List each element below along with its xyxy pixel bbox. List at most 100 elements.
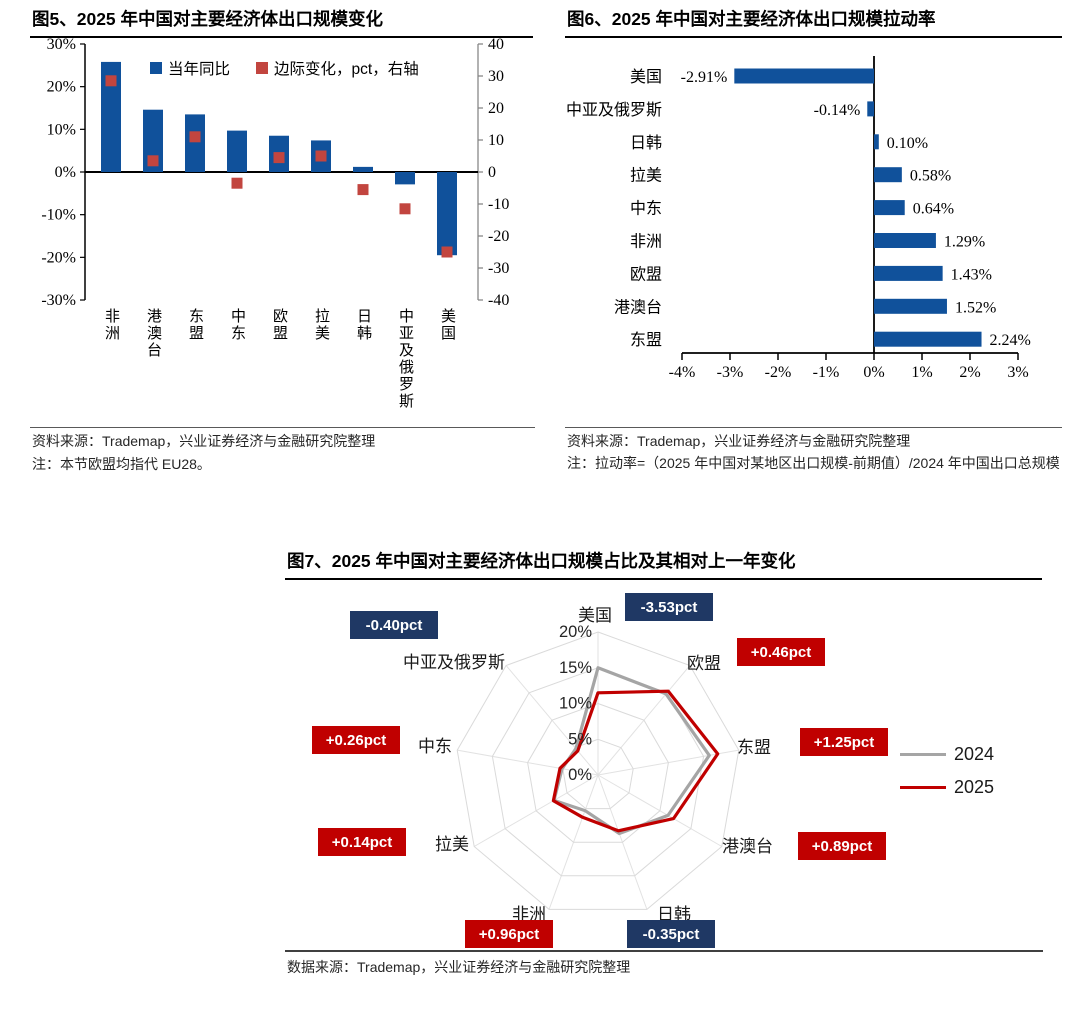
figure5-note: 注：本节欧盟均指代 EU28。 <box>32 456 211 472</box>
fig6-bar-东盟 <box>874 331 982 347</box>
fig7-badge-中东: +0.26pct <box>312 726 400 754</box>
fig7-badge-欧盟: +0.46pct <box>737 638 825 666</box>
legend-line-2025 <box>900 785 946 790</box>
figure6-title: 图6、2025 年中国对主要经济体出口规模拉动率 <box>567 9 936 29</box>
fig6-category-非洲: 非洲 <box>630 233 662 251</box>
figure5-title: 图5、2025 年中国对主要经济体出口规模变化 <box>32 9 384 29</box>
fig5-marker-日韩 <box>357 184 369 196</box>
fig6-x-tick-label: -4% <box>669 364 696 381</box>
fig7-badge-港澳台: +0.89pct <box>798 832 886 860</box>
fig5-bar-东盟 <box>185 114 205 172</box>
figure7-title-rule <box>285 578 1042 580</box>
fig7-axis-label-拉美: 拉美 <box>435 835 469 854</box>
fig6-bar-中东 <box>874 200 905 216</box>
figure6-source-rule <box>565 427 1062 428</box>
fig6-value-label: 2.24% <box>990 332 1031 349</box>
fig5-legend-swatch-icon <box>150 62 162 74</box>
fig5-right-tick-label: -10 <box>488 196 509 213</box>
fig7-ring-label-5%: 5% <box>568 730 592 748</box>
fig7-ring-15 <box>491 667 705 877</box>
fig6-category-美国: 美国 <box>630 68 662 86</box>
fig5-marker-拉美 <box>315 150 327 162</box>
fig5-category-中东: 中东 <box>229 308 245 342</box>
fig5-marker-非洲 <box>105 75 117 87</box>
fig5-marker-中东 <box>231 177 243 189</box>
fig6-bar-日韩 <box>874 134 879 150</box>
fig7-axis-label-日韩: 日韩 <box>657 905 691 924</box>
fig7-axis-label-港澳台: 港澳台 <box>722 837 773 856</box>
fig6-value-label: 0.64% <box>913 201 954 218</box>
figure7-legend-2024: 2024 <box>900 744 994 765</box>
fig6-x-tick-label: 0% <box>863 364 884 381</box>
fig5-marker-港澳台 <box>147 155 159 167</box>
figure7-source-rule <box>285 950 1043 952</box>
fig7-badge-美国: -3.53pct <box>625 593 713 621</box>
fig6-x-tick-label: -2% <box>765 364 792 381</box>
fig6-bar-拉美 <box>874 167 902 183</box>
fig5-category-拉美: 拉美 <box>313 308 329 342</box>
fig5-category-中亚及俄罗斯: 中亚及俄罗斯 <box>397 308 413 410</box>
fig6-value-label: -0.14% <box>814 102 861 119</box>
figure5-title-rule <box>30 36 533 38</box>
fig6-bar-中亚及俄罗斯 <box>867 101 874 117</box>
fig5-right-tick-label: -40 <box>488 292 509 309</box>
fig6-category-欧盟: 欧盟 <box>630 265 662 283</box>
fig5-legend-label: 边际变化，pct，右轴 <box>274 61 419 78</box>
fig5-bar-美国 <box>437 172 457 256</box>
fig6-category-日韩: 日韩 <box>630 134 662 152</box>
fig7-ring-label-15%: 15% <box>559 659 592 677</box>
fig5-left-tick-label: 30% <box>47 36 76 53</box>
fig5-marker-欧盟 <box>273 152 285 164</box>
fig6-bar-非洲 <box>874 233 936 248</box>
fig7-axis-label-中亚及俄罗斯: 中亚及俄罗斯 <box>403 653 505 672</box>
fig5-bar-日韩 <box>353 166 373 172</box>
fig5-right-tick-label: 10 <box>488 132 504 149</box>
fig7-ring-label-0%: 0% <box>568 766 592 784</box>
fig5-legend-swatch-icon <box>256 62 269 74</box>
fig6-value-label: 1.29% <box>944 234 985 251</box>
fig7-ring-label-10%: 10% <box>559 695 592 713</box>
fig6-category-东盟: 东盟 <box>630 331 662 349</box>
legend-label-2024: 2024 <box>954 744 995 764</box>
fig7-ring-label-20%: 20% <box>559 623 592 641</box>
fig5-bar-中东 <box>227 130 247 172</box>
fig5-left-tick-label: -20% <box>41 249 76 266</box>
fig5-left-tick-label: 20% <box>47 79 76 96</box>
fig5-bar-中亚及俄罗斯 <box>395 172 415 185</box>
fig7-ring-20 <box>456 631 740 910</box>
fig6-category-中亚及俄罗斯: 中亚及俄罗斯 <box>566 101 662 119</box>
fig5-legend-item-1: 边际变化，pct，右轴 <box>256 57 419 79</box>
fig5-left-tick-label: 0% <box>55 164 76 181</box>
figure7-radar-chart: 20% 15% 10% 5% 0% <box>456 623 740 910</box>
fig5-marker-美国 <box>441 246 453 258</box>
fig5-legend-label: 当年同比 <box>168 61 231 78</box>
fig5-legend-item-0: 当年同比 <box>150 57 230 79</box>
fig5-category-非洲: 非洲 <box>103 308 119 342</box>
fig5-category-港澳台: 港澳台 <box>145 308 161 359</box>
fig6-value-label: 0.10% <box>887 135 928 152</box>
fig5-marker-中亚及俄罗斯 <box>399 203 411 215</box>
fig5-right-tick-label: 0 <box>488 164 496 181</box>
fig7-axis-label-美国: 美国 <box>578 606 612 625</box>
fig7-badge-中亚及俄罗斯: -0.40pct <box>350 611 438 639</box>
figure6-source: 资料来源：Trademap，兴业证券经济与金融研究院整理 <box>567 433 911 449</box>
fig5-left-tick-label: -10% <box>41 207 76 224</box>
legend-label-2025: 2025 <box>954 777 995 797</box>
fig5-bar-非洲 <box>101 61 121 172</box>
figure7-title: 图7、2025 年中国对主要经济体出口规模占比及其相对上一年变化 <box>287 551 796 571</box>
fig5-category-日韩: 日韩 <box>355 308 371 342</box>
figure5-block: 图5、2025 年中国对主要经济体出口规模变化 30% 20% 10% 0% -10% -… <box>30 6 537 492</box>
figure6-title-rule <box>565 36 1062 38</box>
figure7-source: 数据来源：Trademap，兴业证券经济与金融研究院整理 <box>287 959 631 975</box>
fig7-badge-非洲: +0.96pct <box>465 920 553 948</box>
figure6-block: 图6、2025 年中国对主要经济体出口规模拉动率 -4% -3% -2% -1% 0% 1… <box>565 6 1075 492</box>
fig5-right-tick-label: 20 <box>488 100 504 117</box>
fig7-axis-label-欧盟: 欧盟 <box>687 654 721 673</box>
fig5-category-欧盟: 欧盟 <box>271 308 287 342</box>
fig6-x-tick-label: 3% <box>1007 364 1028 381</box>
fig6-value-label: 1.52% <box>955 299 996 316</box>
legend-line-2024 <box>900 752 946 757</box>
fig6-x-tick-label: 2% <box>959 364 980 381</box>
fig5-left-tick-label: -30% <box>41 292 76 309</box>
figure5-source: 资料来源：Trademap，兴业证券经济与金融研究院整理 <box>32 433 376 449</box>
